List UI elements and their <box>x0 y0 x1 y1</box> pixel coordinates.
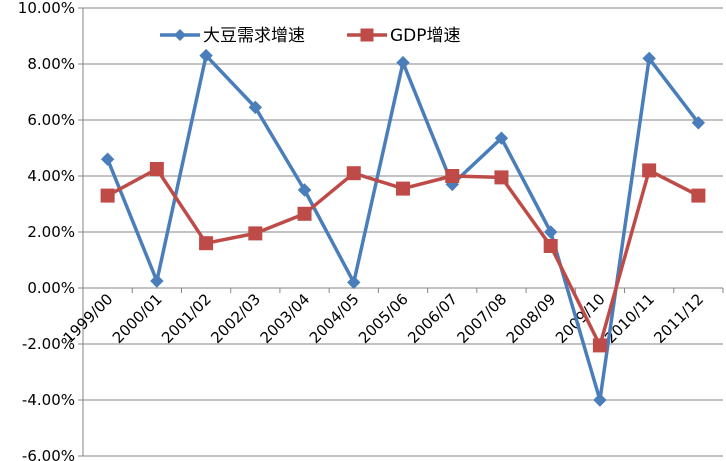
x-tick-label: 1999/00 <box>60 290 117 347</box>
y-tick-label: 2.00% <box>27 223 75 241</box>
x-tick-label: 2005/06 <box>355 290 412 347</box>
x-tick-label: 2002/03 <box>207 290 264 347</box>
legend-label: GDP增速 <box>390 26 461 46</box>
x-tick-label: 2007/08 <box>453 290 510 347</box>
data-point <box>691 116 706 130</box>
series-2 <box>100 162 706 353</box>
series-1 <box>100 48 706 407</box>
x-tick-label: 2011/12 <box>650 290 707 347</box>
data-point <box>396 55 410 70</box>
y-tick-label: 6.00% <box>27 111 75 129</box>
y-tick-label: 4.00% <box>27 167 75 185</box>
data-point <box>100 188 115 203</box>
y-tick-label: -4.00% <box>22 391 75 409</box>
data-point <box>494 131 509 145</box>
data-point <box>150 274 164 288</box>
legend: 大豆需求增速 GDP增速 <box>160 26 461 46</box>
y-tick-label: 0.00% <box>27 279 75 297</box>
data-point <box>248 226 263 241</box>
gridlines <box>83 7 723 457</box>
legend-marker <box>174 29 186 41</box>
legend-label: 大豆需求增速 <box>203 26 305 46</box>
x-tick-label: 2004/05 <box>306 290 363 347</box>
legend-item-2: GDP增速 <box>347 26 461 46</box>
data-point <box>494 170 509 185</box>
series <box>100 48 706 407</box>
data-point <box>100 152 115 166</box>
y-tick-label: -6.00% <box>22 447 75 461</box>
data-point <box>297 206 312 221</box>
data-point <box>593 393 607 407</box>
data-point <box>642 51 656 66</box>
data-point <box>199 48 213 63</box>
x-tick-label: 2000/01 <box>109 290 166 347</box>
data-point <box>445 169 460 183</box>
x-tick-label: 2001/02 <box>158 290 215 347</box>
data-point <box>346 166 361 181</box>
data-point <box>592 338 607 353</box>
data-point <box>642 163 657 178</box>
data-point <box>149 162 164 176</box>
data-point <box>347 275 361 290</box>
y-tick-label: 8.00% <box>27 55 75 73</box>
x-tick-label: 2006/07 <box>404 290 461 347</box>
x-tick-label: 2008/09 <box>503 290 560 347</box>
data-point <box>396 181 410 196</box>
data-point <box>543 239 558 253</box>
y-tick-label: 10.00% <box>18 0 75 17</box>
legend-marker <box>360 28 374 42</box>
y-axis-ticks: 10.00% 8.00% 6.00% 4.00% 2.00% 0.00% -2.00% -4.… <box>18 0 75 461</box>
data-point <box>248 100 263 115</box>
data-point <box>543 225 558 239</box>
y-tick-label: -2.00% <box>22 335 75 353</box>
data-point <box>297 183 312 197</box>
data-point <box>691 188 706 203</box>
x-tick-label: 2003/04 <box>257 290 314 347</box>
legend-item-1: 大豆需求增速 <box>160 26 305 46</box>
data-point <box>199 236 214 251</box>
